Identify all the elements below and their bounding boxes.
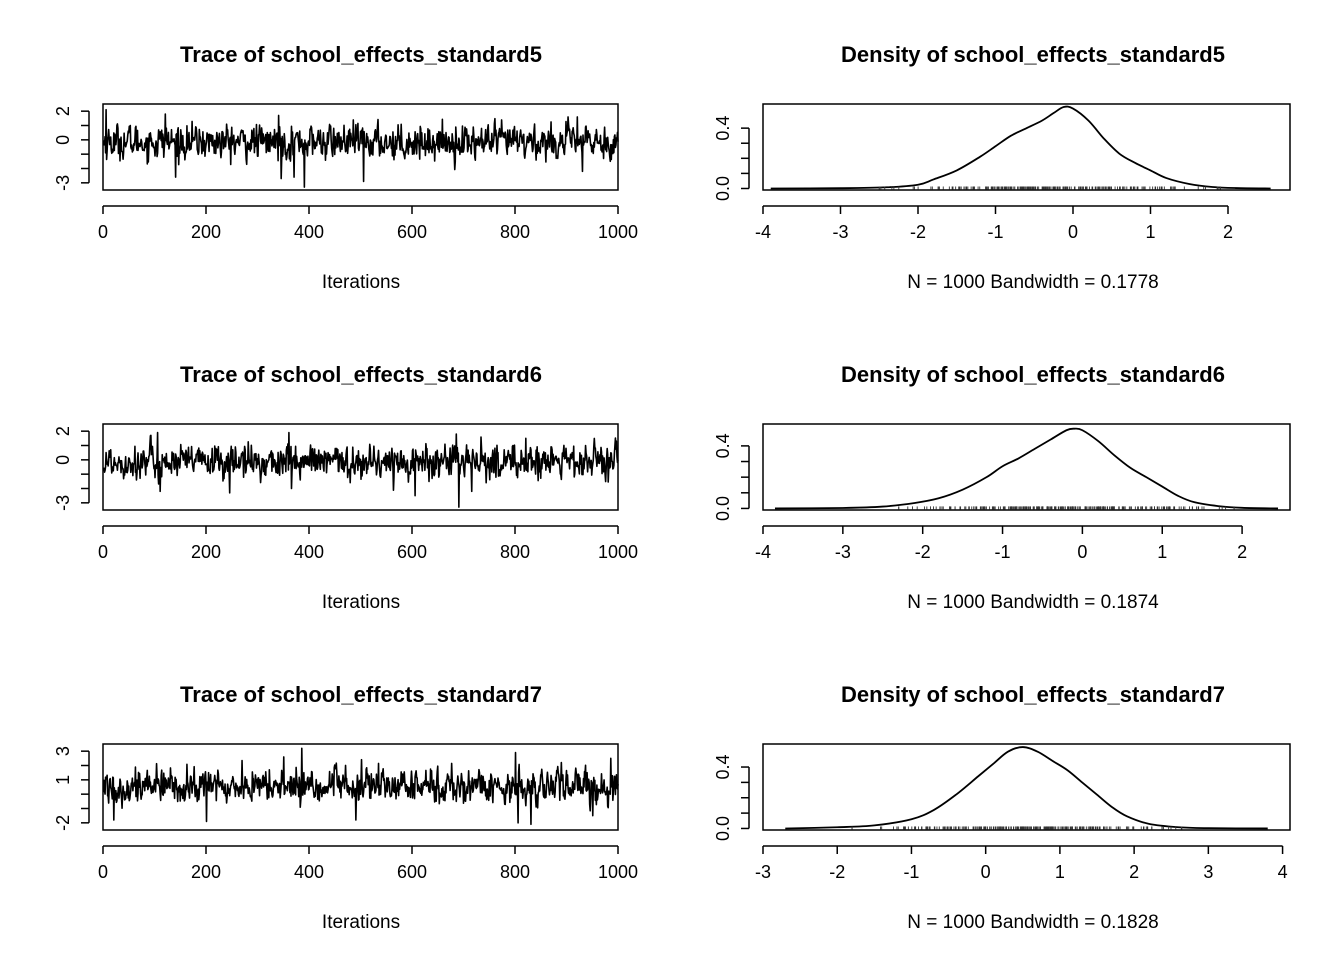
- trace5-plot-frame: [102, 103, 619, 191]
- trace6-y-tick-label: 0: [53, 455, 73, 465]
- trace6-x-tick-label: 200: [191, 542, 221, 562]
- density5-panel: Density of school_effects_standard5 -4 -3 -…: [713, 42, 1291, 293]
- trace5-y-tick-label: 2: [53, 106, 73, 116]
- density6-x-tick-label: 0: [1077, 542, 1087, 562]
- density7-plot-frame: [762, 743, 1291, 831]
- trace6-x-tick-label: 600: [397, 542, 427, 562]
- density6-x-tick-label: -1: [995, 542, 1011, 562]
- trace6-x-tick-label: 400: [294, 542, 324, 562]
- trace7-x-tick-label: 400: [294, 862, 324, 882]
- density5-y-tick-label: 0.0: [713, 176, 733, 201]
- trace6-trace-line: [102, 431, 619, 508]
- trace6-panel: Trace of school_effects_standard6 0 200 400…: [53, 362, 638, 613]
- trace7-y-tick-label: 3: [53, 746, 73, 756]
- trace6-title: Trace of school_effects_standard6: [180, 362, 542, 387]
- density7-x-tick-label: -2: [829, 862, 845, 882]
- density7-x-tick-label: 4: [1278, 862, 1288, 882]
- density5-title: Density of school_effects_standard5: [841, 42, 1225, 67]
- trace7-panel: Trace of school_effects_standard7 0 200 400…: [53, 682, 638, 933]
- trace6-x-tick-label: 1000: [598, 542, 638, 562]
- density7-title: Density of school_effects_standard7: [841, 682, 1225, 707]
- density5-y-tick-label: 0.4: [713, 116, 733, 141]
- density7-x-tick-label: 1: [1055, 862, 1065, 882]
- trace5-x-tick-label: 800: [500, 222, 530, 242]
- trace7-x-label: Iterations: [322, 912, 400, 933]
- density5-plot-frame: [762, 103, 1291, 191]
- trace5-x-tick-label: 200: [191, 222, 221, 242]
- density7-x-tick-label: 2: [1129, 862, 1139, 882]
- density7-x-tick-label: 3: [1203, 862, 1213, 882]
- density7-panel: Density of school_effects_standard7 -3 -2 -…: [713, 682, 1291, 933]
- trace6-x-tick-label: 0: [98, 542, 108, 562]
- trace6-y-tick-label: -3: [53, 495, 73, 511]
- trace7-trace-line: [102, 747, 619, 826]
- density6-y-tick-label: 0.0: [713, 496, 733, 521]
- trace5-x-tick-label: 600: [397, 222, 427, 242]
- density6-x-tick-label: 1: [1157, 542, 1167, 562]
- trace5-y-tick-label: -3: [53, 175, 73, 191]
- trace5-title: Trace of school_effects_standard5: [180, 42, 542, 67]
- density5-x-tick-label: -3: [832, 222, 848, 242]
- density6-title: Density of school_effects_standard6: [841, 362, 1225, 387]
- trace5-trace-line: [102, 108, 619, 188]
- trace7-x-tick-label: 0: [98, 862, 108, 882]
- trace5-x-tick-label: 0: [98, 222, 108, 242]
- trace6-x-label: Iterations: [322, 592, 400, 613]
- density5-x-label: N = 1000 Bandwidth = 0.1778: [907, 272, 1158, 293]
- trace7-x-tick-label: 600: [397, 862, 427, 882]
- density7-x-tick-label: -3: [755, 862, 771, 882]
- density7-density-curve: [785, 746, 1268, 830]
- trace7-title: Trace of school_effects_standard7: [180, 682, 542, 707]
- density6-x-label: N = 1000 Bandwidth = 0.1874: [907, 592, 1159, 613]
- density7-x-tick-label: -1: [903, 862, 919, 882]
- density5-x-tick-label: -2: [910, 222, 926, 242]
- density7-y-tick-label: 0.0: [713, 816, 733, 841]
- density6-x-tick-label: -2: [915, 542, 931, 562]
- density6-density-curve: [774, 427, 1279, 510]
- trace6-x-tick-label: 800: [500, 542, 530, 562]
- trace5-panel: Trace of school_effects_standard5 0 200 400…: [53, 42, 638, 293]
- density5-density-curve: [770, 105, 1271, 190]
- trace5-x-label: Iterations: [322, 272, 400, 293]
- density5-x-tick-label: -4: [755, 222, 771, 242]
- density6-panel: Density of school_effects_standard6 -4 -3 -…: [713, 362, 1291, 613]
- density6-x-tick-label: 2: [1237, 542, 1247, 562]
- trace7-y-tick-label: -2: [53, 815, 73, 831]
- density6-x-tick-label: -3: [835, 542, 851, 562]
- density6-plot-frame: [762, 423, 1291, 511]
- trace5-x-tick-label: 1000: [598, 222, 638, 242]
- density6-y-tick-label: 0.4: [713, 433, 733, 458]
- trace5-x-tick-label: 400: [294, 222, 324, 242]
- density5-x-tick-label: -1: [987, 222, 1003, 242]
- trace5-y-tick-label: 0: [53, 135, 73, 145]
- density6-rug: [898, 506, 1235, 510]
- trace7-x-tick-label: 1000: [598, 862, 638, 882]
- density5-x-tick-label: 1: [1145, 222, 1155, 242]
- trace6-plot-frame: [102, 423, 619, 511]
- density7-y-tick-label: 0.4: [713, 755, 733, 780]
- density6-x-tick-label: -4: [755, 542, 771, 562]
- trace7-y-tick-label: 1: [53, 775, 73, 785]
- density7-x-tick-label: 0: [981, 862, 991, 882]
- density5-x-tick-label: 2: [1223, 222, 1233, 242]
- density7-x-label: N = 1000 Bandwidth = 0.1828: [907, 912, 1158, 933]
- density5-x-tick-label: 0: [1068, 222, 1078, 242]
- density7-rug: [851, 826, 1183, 830]
- trace7-x-tick-label: 200: [191, 862, 221, 882]
- trace6-y-tick-label: 2: [53, 426, 73, 436]
- trace7-x-tick-label: 800: [500, 862, 530, 882]
- density5-rug: [878, 186, 1221, 190]
